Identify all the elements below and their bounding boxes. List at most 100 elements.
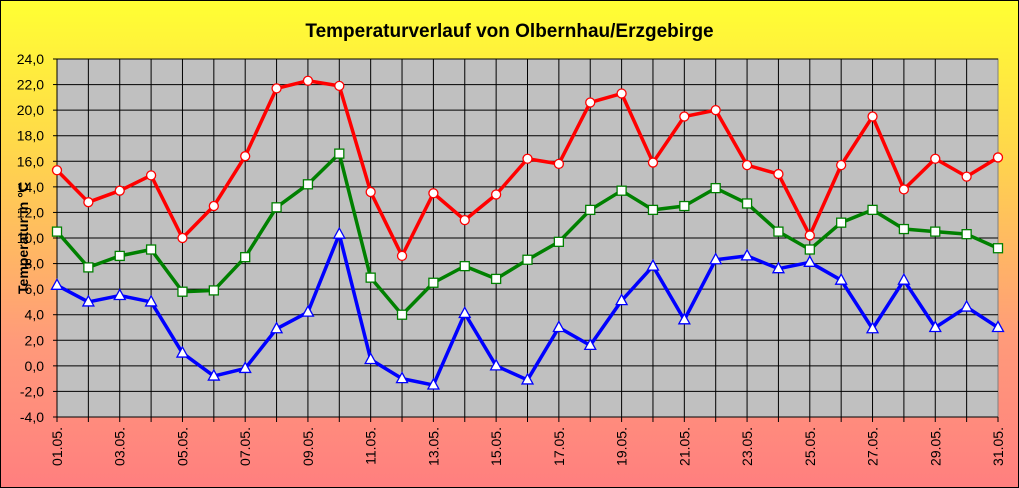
data-point — [364, 352, 378, 365]
data-point — [709, 252, 723, 265]
data-point — [522, 153, 533, 164]
data-point — [396, 309, 408, 320]
data-point — [145, 170, 157, 181]
data-point — [960, 299, 974, 312]
data-point — [615, 293, 629, 306]
data-point — [771, 261, 786, 274]
data-point — [867, 111, 878, 122]
x-tick-label: 07.05. — [237, 427, 253, 466]
data-point — [677, 312, 691, 325]
data-point — [867, 204, 878, 216]
data-point — [459, 214, 470, 226]
data-point — [710, 104, 721, 116]
data-point — [428, 188, 439, 199]
x-tick-label: 31.05. — [990, 427, 1006, 466]
data-point — [208, 200, 219, 212]
data-point — [365, 186, 376, 198]
data-point — [334, 80, 345, 91]
data-point — [710, 182, 721, 194]
x-tick-label: 11.05. — [363, 427, 379, 465]
y-axis-label: Temperatur in °C — [15, 182, 31, 294]
data-point — [616, 185, 627, 196]
data-point — [773, 226, 784, 237]
y-tick-label: -4,0 — [20, 409, 44, 425]
x-tick-label: 25.05. — [802, 427, 818, 466]
data-point — [865, 321, 880, 334]
y-tick-label: 4,0 — [25, 307, 45, 323]
x-tick-label: 29.05. — [927, 427, 943, 466]
data-point — [334, 148, 345, 159]
data-point — [930, 226, 941, 237]
data-point — [647, 157, 659, 168]
data-point — [834, 272, 848, 285]
x-tick-label: 13.05. — [425, 427, 441, 466]
data-point — [520, 372, 535, 385]
x-tick-label: 05.05. — [174, 427, 190, 466]
x-tick-label: 09.05. — [300, 427, 316, 466]
data-point — [679, 200, 690, 212]
data-point — [585, 97, 596, 108]
data-point — [741, 159, 753, 171]
data-point — [81, 294, 95, 307]
data-point — [177, 286, 188, 297]
data-point — [177, 232, 188, 244]
data-point — [302, 179, 314, 190]
data-point — [332, 226, 346, 239]
data-point — [930, 153, 941, 164]
data-point — [898, 223, 910, 235]
chart-title: Temperaturverlauf von Olbernhau/Erzgebir… — [305, 21, 714, 42]
y-tick-label: 16,0 — [17, 153, 44, 169]
x-tick-label: 01.05. — [49, 427, 65, 466]
data-point — [365, 272, 376, 283]
data-point — [836, 159, 847, 171]
y-tick-label: 18,0 — [17, 128, 44, 144]
data-point — [240, 252, 251, 263]
data-point — [490, 189, 502, 200]
data-point — [553, 158, 565, 169]
data-point — [740, 248, 754, 261]
data-point — [961, 171, 972, 182]
data-point — [208, 285, 219, 296]
x-tick-label: 19.05. — [614, 427, 630, 466]
data-point — [395, 371, 409, 384]
data-point — [898, 184, 910, 195]
data-point — [458, 306, 472, 319]
data-point — [836, 217, 847, 228]
data-point — [804, 230, 815, 241]
data-point — [992, 243, 1004, 254]
data-point — [302, 75, 314, 86]
y-tick-label: 2,0 — [25, 332, 45, 348]
data-point — [991, 320, 1005, 333]
data-point — [301, 304, 315, 317]
x-tick-label: 15.05. — [488, 427, 504, 466]
data-point — [269, 321, 284, 334]
data-point — [145, 244, 157, 255]
data-point — [646, 258, 660, 271]
y-tick-label: 6,0 — [25, 281, 45, 297]
data-point — [553, 236, 565, 247]
data-point — [679, 111, 690, 122]
y-tick-label: -2,0 — [20, 383, 44, 399]
data-point — [583, 338, 597, 351]
data-point — [522, 254, 533, 265]
data-point — [175, 345, 190, 358]
data-point — [144, 294, 158, 307]
data-point — [961, 229, 972, 240]
data-point — [490, 273, 502, 285]
y-tick-label: 24,0 — [17, 51, 44, 67]
data-point — [426, 377, 440, 390]
data-point — [51, 226, 63, 237]
data-point — [207, 368, 221, 381]
data-point — [114, 185, 125, 196]
x-tick-label: 17.05. — [551, 427, 567, 466]
data-point — [83, 197, 94, 208]
data-point — [114, 250, 125, 262]
y-tick-label: 10,0 — [17, 230, 44, 246]
data-point — [741, 198, 753, 209]
data-point — [240, 151, 251, 162]
data-point — [396, 250, 408, 262]
data-point — [238, 361, 252, 374]
data-point — [647, 204, 659, 216]
